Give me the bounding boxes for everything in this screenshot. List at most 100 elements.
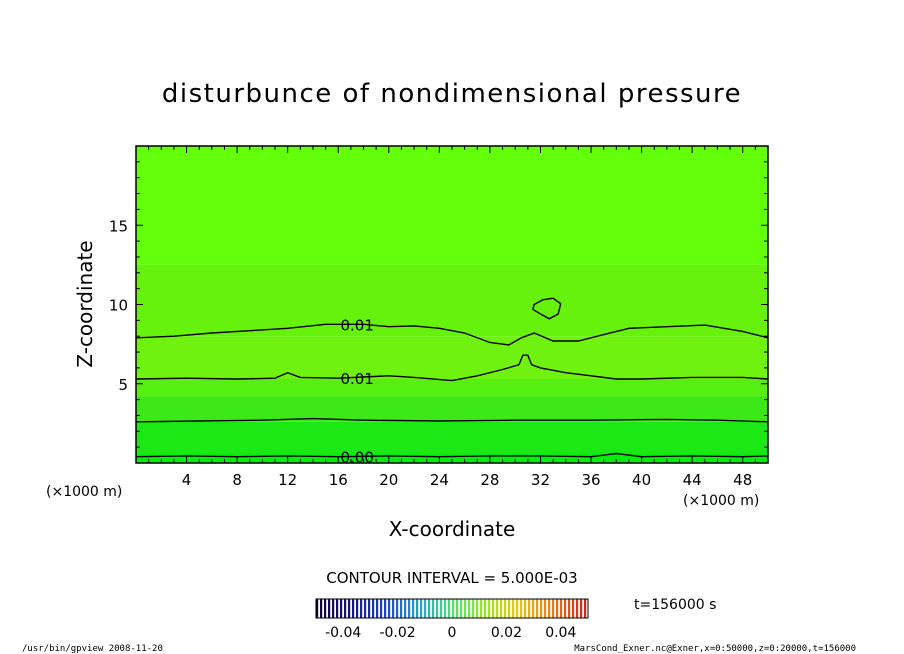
color-scale-segment: [408, 599, 411, 618]
color-scale-segment: [364, 599, 367, 618]
color-scale-segment: [516, 599, 519, 618]
color-scale-segment: [504, 599, 507, 618]
color-scale-segment: [444, 599, 447, 618]
footer-right: MarsCond_Exner.nc@Exner,x=0:50000,z=0:20…: [574, 644, 856, 654]
color-scale-segment: [560, 599, 563, 618]
color-scale-segment: [484, 599, 487, 618]
color-scale-segment: [352, 599, 355, 618]
color-scale-segment: [440, 599, 443, 618]
x-tick-label: 16: [329, 471, 348, 489]
color-scale-label: 0.04: [545, 625, 576, 641]
x-tick-label: 12: [278, 471, 297, 489]
x-tick-label: 24: [430, 471, 449, 489]
x-tick-label: 28: [480, 471, 499, 489]
color-scale-segment: [536, 599, 539, 618]
color-scale-segment: [488, 599, 491, 618]
x-axis-label: X-coordinate: [389, 517, 516, 541]
color-scale-segment: [552, 599, 555, 618]
color-scale-segment: [316, 599, 319, 618]
color-scale-segment: [324, 599, 327, 618]
contour-line-4: [532, 297, 562, 320]
color-scale-segment: [548, 599, 551, 618]
color-scale-segment: [436, 599, 439, 618]
color-scale-segment: [512, 599, 515, 618]
color-scale-segment: [388, 599, 391, 618]
color-scale-label: 0: [448, 625, 457, 641]
x-tick-label: 44: [683, 471, 702, 489]
color-scale-segment: [320, 599, 323, 618]
x-unit-left: (×1000 m): [46, 484, 122, 500]
color-scale-segment: [508, 599, 511, 618]
filled-band-1: [136, 421, 768, 454]
color-scale-segment: [472, 599, 475, 618]
color-scale-segment: [372, 599, 375, 618]
color-scale-segment: [576, 599, 579, 618]
filled-band-2: [136, 396, 768, 422]
color-scale-segment: [432, 599, 435, 618]
color-scale-segment: [360, 599, 363, 618]
color-scale-segment: [460, 599, 463, 618]
color-scale-segment: [396, 599, 399, 618]
contour-label-3: 0.01: [340, 316, 373, 334]
color-scale-segment: [348, 599, 351, 618]
color-scale-segment: [528, 599, 531, 618]
contour-label-0: 0.00: [340, 449, 373, 467]
x-tick-label: 36: [581, 471, 600, 489]
color-scale-segment: [480, 599, 483, 618]
color-scale-segment: [468, 599, 471, 618]
color-scale-segment: [448, 599, 451, 618]
x-tick-label: 40: [632, 471, 651, 489]
color-scale-segment: [344, 599, 347, 618]
chart-title: disturbunce of nondimensional pressure: [162, 79, 742, 109]
color-scale-segment: [572, 599, 575, 618]
color-scale-segment: [412, 599, 415, 618]
contour-line-2: [135, 354, 769, 382]
contour-interval: CONTOUR INTERVAL = 5.000E-03: [326, 569, 577, 587]
x-tick-label: 32: [531, 471, 550, 489]
filled-band-3: [136, 378, 768, 397]
color-scale-segment: [496, 599, 499, 618]
color-scale-segment: [380, 599, 383, 618]
color-scale-label: -0.04: [325, 625, 361, 641]
y-axis-label: Z-coordinate: [73, 240, 97, 367]
color-scale-segment: [568, 599, 571, 618]
filled-band-0: [136, 453, 768, 463]
color-scale-segment: [456, 599, 459, 618]
color-scale-segment: [336, 599, 339, 618]
color-scale-segment: [384, 599, 387, 618]
filled-band-6: [136, 146, 768, 265]
color-scale-segment: [584, 599, 587, 618]
color-scale-segment: [532, 599, 535, 618]
color-scale-segment: [464, 599, 467, 618]
color-scale-segment: [476, 599, 479, 618]
color-scale-segment: [556, 599, 559, 618]
contour-line-3: [135, 323, 769, 346]
color-scale-segment: [452, 599, 455, 618]
contour-label-2: 0.01: [340, 370, 373, 388]
color-scale-segment: [540, 599, 543, 618]
contour-line-0: [135, 452, 769, 458]
y-tick-label: 10: [109, 297, 128, 315]
x-unit-right: (×1000 m): [683, 493, 759, 509]
color-scale-segment: [340, 599, 343, 618]
color-scale-segment: [392, 599, 395, 618]
filled-band-4: [136, 336, 768, 379]
x-tick-label: 8: [232, 471, 242, 489]
color-scale-label: 0.02: [491, 625, 522, 641]
color-scale-segment: [428, 599, 431, 618]
color-scale-segment: [416, 599, 419, 618]
contour-line-1: [135, 417, 769, 423]
color-scale-segment: [368, 599, 371, 618]
filled-band-5: [136, 264, 768, 337]
color-scale-segment: [420, 599, 423, 618]
color-scale-segment: [544, 599, 547, 618]
footer-left: /usr/bin/gpview 2008-11-20: [22, 644, 163, 654]
time-label: t=156000 s: [634, 597, 716, 613]
color-scale-segment: [492, 599, 495, 618]
color-scale-segment: [328, 599, 331, 618]
color-scale-segment: [564, 599, 567, 618]
color-scale-segment: [376, 599, 379, 618]
color-scale-segment: [580, 599, 583, 618]
color-scale-segment: [500, 599, 503, 618]
